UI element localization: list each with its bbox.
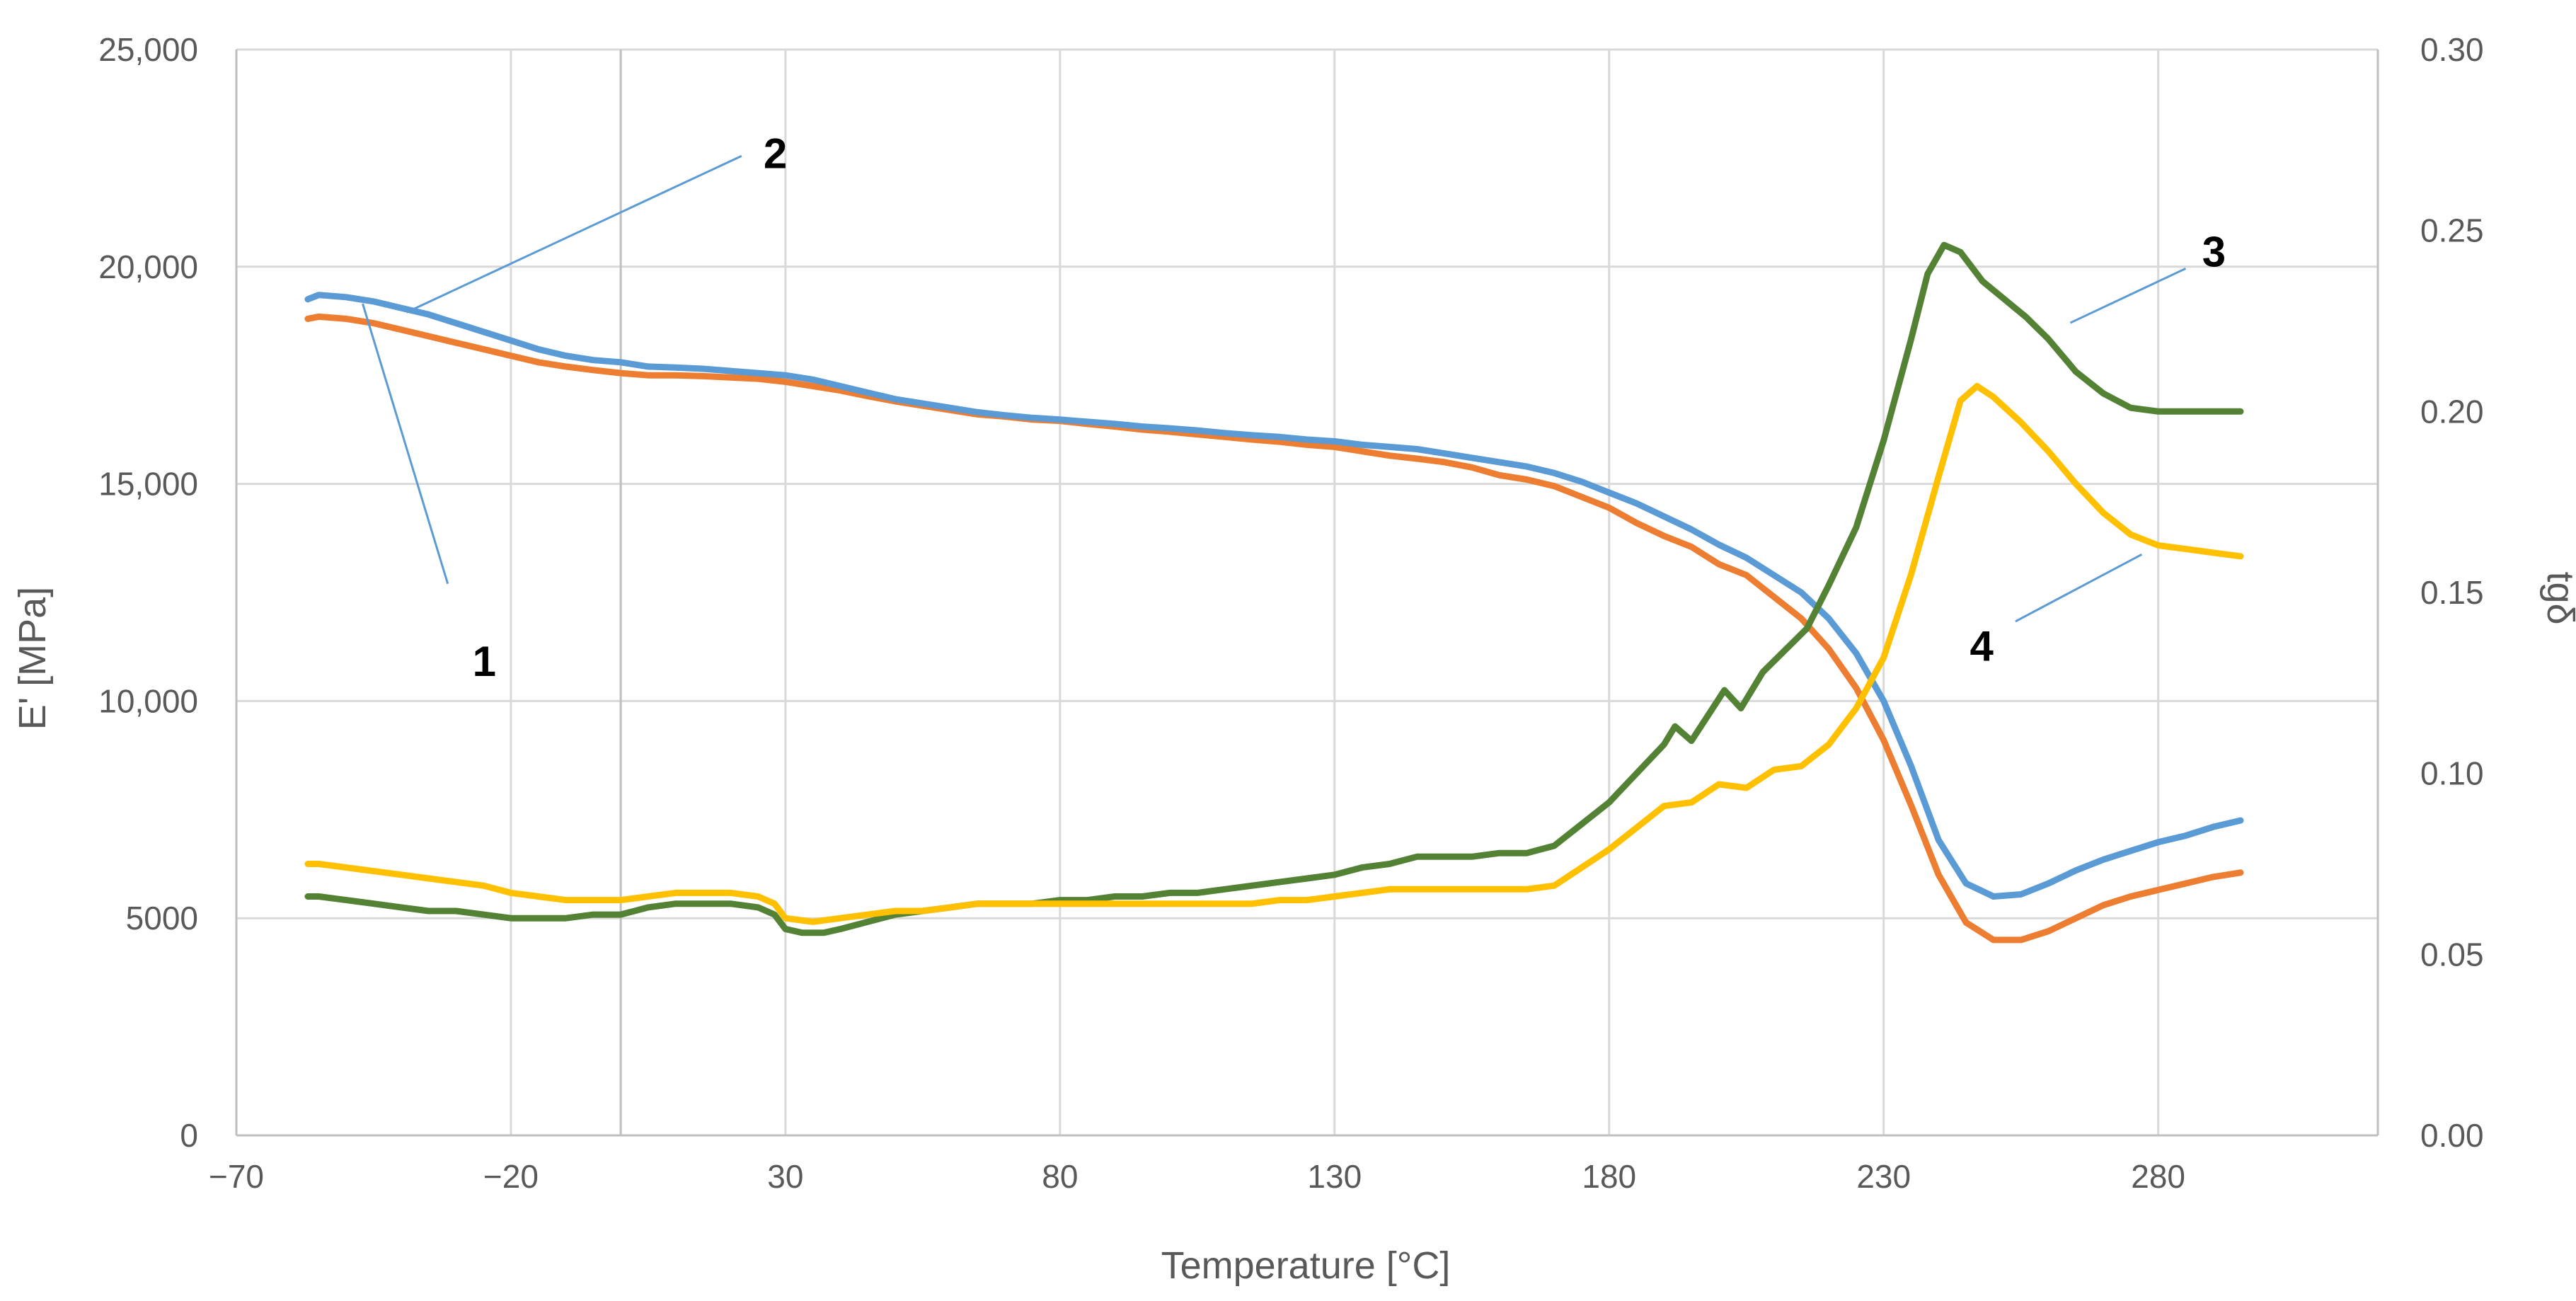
callout-3-label: 3 — [2202, 228, 2226, 275]
series-2-line — [304, 292, 2244, 900]
tick-labels: −70 −20 30 80 130 180 230 280 0 5000 10,000 15,000 2… — [98, 31, 2483, 1195]
series-4-line — [304, 383, 2244, 925]
y2-tick-label: 0.15 — [2420, 574, 2484, 611]
callouts: 1 2 3 4 — [362, 130, 2226, 685]
callout-3-leader — [2069, 267, 2187, 324]
callout-4-label: 4 — [1970, 623, 1994, 670]
y2-tick-label: 0.00 — [2420, 1117, 2484, 1154]
axes — [235, 50, 2379, 1137]
y-axis-title: E' [MPa] — [11, 587, 54, 730]
x-tick-label: 230 — [1856, 1158, 1911, 1195]
y2-tick-label: 0.20 — [2420, 393, 2484, 430]
y-tick-label: 20,000 — [98, 248, 198, 285]
y-tick-label: 15,000 — [98, 466, 198, 503]
series-3-line — [304, 241, 2244, 936]
y2-tick-label: 0.25 — [2420, 212, 2484, 249]
series-lines — [304, 241, 2244, 944]
y2-axis-title: tgδ — [2539, 571, 2576, 624]
y-tick-label: 10,000 — [98, 682, 198, 719]
x-tick-label: 280 — [2131, 1158, 2185, 1195]
x-tick-label: 130 — [1307, 1158, 1362, 1195]
x-tick-label: 180 — [1582, 1158, 1636, 1195]
x-axis-title: Temperature [°C] — [1161, 1244, 1451, 1287]
gridlines — [236, 48, 2378, 1135]
callout-4-leader — [2015, 553, 2143, 623]
y2-tick-label: 0.05 — [2420, 936, 2484, 973]
x-tick-label: 30 — [767, 1158, 803, 1195]
x-tick-label: −70 — [209, 1158, 264, 1195]
callout-2-leader — [406, 154, 742, 314]
y-tick-label: 5000 — [126, 900, 198, 936]
series-1-line — [304, 313, 2244, 944]
x-tick-label: −20 — [483, 1158, 539, 1195]
y-tick-label: 25,000 — [98, 31, 198, 68]
callout-1-label: 1 — [473, 638, 496, 685]
y2-tick-label: 0.30 — [2420, 31, 2484, 68]
y2-tick-label: 0.10 — [2420, 755, 2484, 792]
x-tick-label: 80 — [1042, 1158, 1078, 1195]
callout-2-label: 2 — [764, 130, 787, 177]
callout-1-leader — [362, 303, 449, 585]
y-tick-label: 0 — [180, 1117, 198, 1154]
